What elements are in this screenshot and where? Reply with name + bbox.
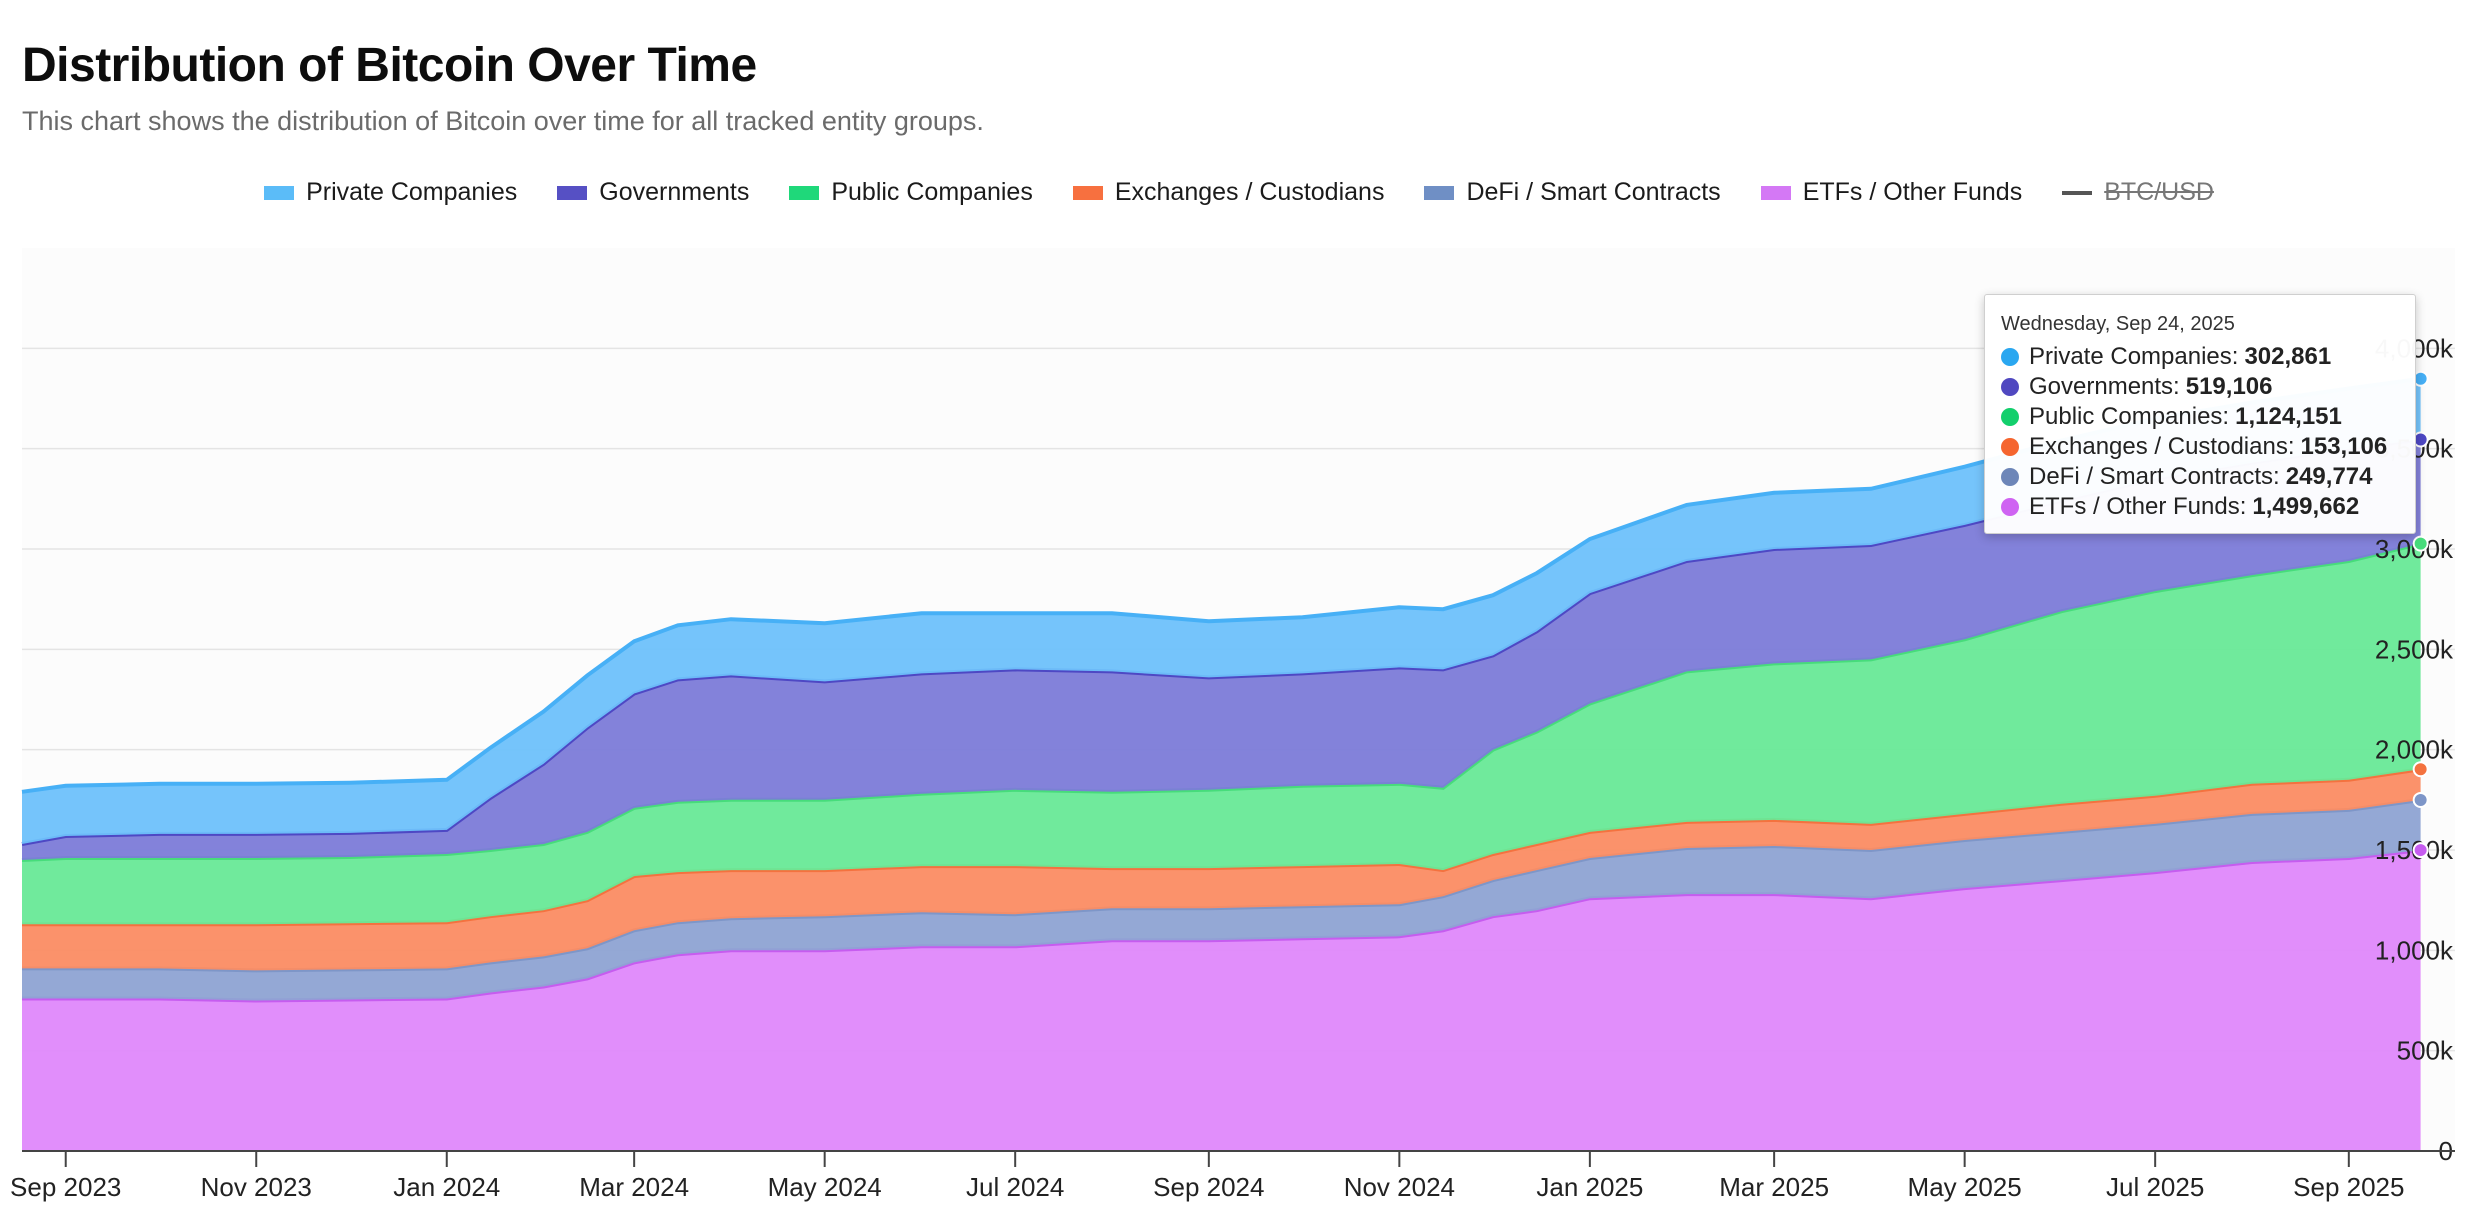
- x-tick-label: May 2025: [1908, 1172, 2022, 1202]
- area-etfs-other-funds: [22, 850, 2421, 1151]
- x-tick-label: Sep 2023: [10, 1172, 121, 1202]
- tooltip-dot: [2001, 438, 2019, 456]
- x-tick-label: Sep 2025: [2293, 1172, 2404, 1202]
- legend-swatch-etfs-other-funds: [1760, 185, 1791, 200]
- tooltip-label: Public Companies:: [2029, 403, 2230, 430]
- legend-label: BTC/USD: [2104, 178, 2214, 206]
- tooltip-row-private-companies: Private Companies: 302,861: [2001, 342, 2399, 372]
- legend-label: Public Companies: [831, 178, 1033, 206]
- legend-item-exchanges-custodians[interactable]: Exchanges / Custodians: [1072, 178, 1385, 207]
- hover-marker: [2412, 535, 2429, 552]
- tooltip-value: 519,106: [2185, 373, 2273, 400]
- hover-marker: [2412, 761, 2429, 778]
- area-defi-smart-contracts: [22, 799, 2421, 1001]
- x-tick-label: May 2024: [768, 1172, 882, 1202]
- legend-label: Private Companies: [306, 178, 518, 206]
- legend-label: Exchanges / Custodians: [1114, 178, 1385, 206]
- y-tick-label: 2,500k: [2375, 634, 2454, 664]
- legend-item-public-companies[interactable]: Public Companies: [789, 178, 1033, 207]
- legend-item-etfs-other-funds[interactable]: ETFs / Other Funds: [1760, 178, 2023, 207]
- tooltip-row-public-companies: Public Companies: 1,124,151: [2001, 402, 2399, 432]
- chart-subtitle: This chart shows the distribution of Bit…: [22, 106, 984, 136]
- tooltip-label: Governments:: [2029, 373, 2180, 400]
- legend-item-btc-usd[interactable]: BTC/USD: [2062, 178, 2214, 207]
- x-tick-label: Mar 2025: [1719, 1172, 1829, 1202]
- legend-item-governments[interactable]: Governments: [557, 178, 749, 207]
- legend-swatch-exchanges-custodians: [1072, 185, 1103, 200]
- y-tick-label: 1,000k: [2375, 935, 2454, 965]
- legend-item-private-companies[interactable]: Private Companies: [264, 178, 517, 207]
- tooltip-row-governments: Governments: 519,106: [2001, 372, 2399, 402]
- tooltip-dot: [2001, 468, 2019, 486]
- legend-swatch-defi-smart-contracts: [1424, 185, 1455, 200]
- tooltip-label: ETFs / Other Funds:: [2029, 493, 2247, 520]
- legend-swatch-public-companies: [789, 185, 820, 200]
- y-tick-label: 500k: [2397, 1036, 2454, 1066]
- legend-item-defi-smart-contracts[interactable]: DeFi / Smart Contracts: [1424, 178, 1721, 207]
- legend-swatch-private-companies: [264, 185, 295, 200]
- x-tick-label: Mar 2024: [579, 1172, 689, 1202]
- hover-marker: [2412, 842, 2429, 859]
- chart-tooltip: Wednesday, Sep 24, 2025 Private Companie…: [1984, 294, 2416, 534]
- tooltip-dot: [2001, 378, 2019, 396]
- x-tick-label: Nov 2023: [201, 1172, 312, 1202]
- chart-title: Distribution of Bitcoin Over Time: [22, 39, 757, 92]
- legend-line-btc-usd: [2062, 190, 2093, 195]
- x-tick-label: Jul 2025: [2106, 1172, 2204, 1202]
- tooltip-dot: [2001, 498, 2019, 516]
- x-tick-label: Jan 2024: [393, 1172, 500, 1202]
- x-tick-label: Jul 2024: [966, 1172, 1064, 1202]
- x-tick-label: Sep 2024: [1153, 1172, 1264, 1202]
- chart-legend: Private Companies Governments Public Com…: [0, 178, 2478, 207]
- y-tick-label: 2,000k: [2375, 735, 2454, 765]
- area-governments: [22, 439, 2421, 860]
- tooltip-dot: [2001, 408, 2019, 426]
- tooltip-value: 302,861: [2244, 343, 2332, 370]
- tooltip-row-etfs-other-funds: ETFs / Other Funds: 1,499,662: [2001, 492, 2399, 522]
- tooltip-dot: [2001, 348, 2019, 366]
- tooltip-value: 1,499,662: [2252, 493, 2360, 520]
- tooltip-label: DeFi / Smart Contracts:: [2029, 463, 2280, 490]
- legend-label: Governments: [599, 178, 750, 206]
- legend-label: ETFs / Other Funds: [1802, 178, 2023, 206]
- y-tick-label: 3,000k: [2375, 534, 2454, 564]
- x-tick-label: Jan 2025: [1536, 1172, 1643, 1202]
- hover-marker: [2412, 791, 2429, 808]
- area-public-companies: [22, 543, 2421, 925]
- area-private-companies: [22, 378, 2421, 844]
- legend-swatch-governments: [557, 185, 588, 200]
- tooltip-value: 1,124,151: [2235, 403, 2342, 430]
- tooltip-row-exchanges-custodians: Exchanges / Custodians: 153,106: [2001, 432, 2399, 462]
- tooltip-label: Exchanges / Custodians:: [2029, 433, 2295, 460]
- x-tick-label: Nov 2024: [1344, 1172, 1455, 1202]
- tooltip-value: 153,106: [2300, 433, 2388, 460]
- tooltip-date: Wednesday, Sep 24, 2025: [2001, 313, 2235, 335]
- tooltip-value: 249,774: [2285, 463, 2373, 490]
- series-line-private-companies: [21, 376, 2421, 794]
- tooltip-label: Private Companies:: [2029, 343, 2239, 370]
- legend-label: DeFi / Smart Contracts: [1466, 178, 1721, 206]
- tooltip-row-defi-smart-contracts: DeFi / Smart Contracts: 249,774: [2001, 462, 2399, 492]
